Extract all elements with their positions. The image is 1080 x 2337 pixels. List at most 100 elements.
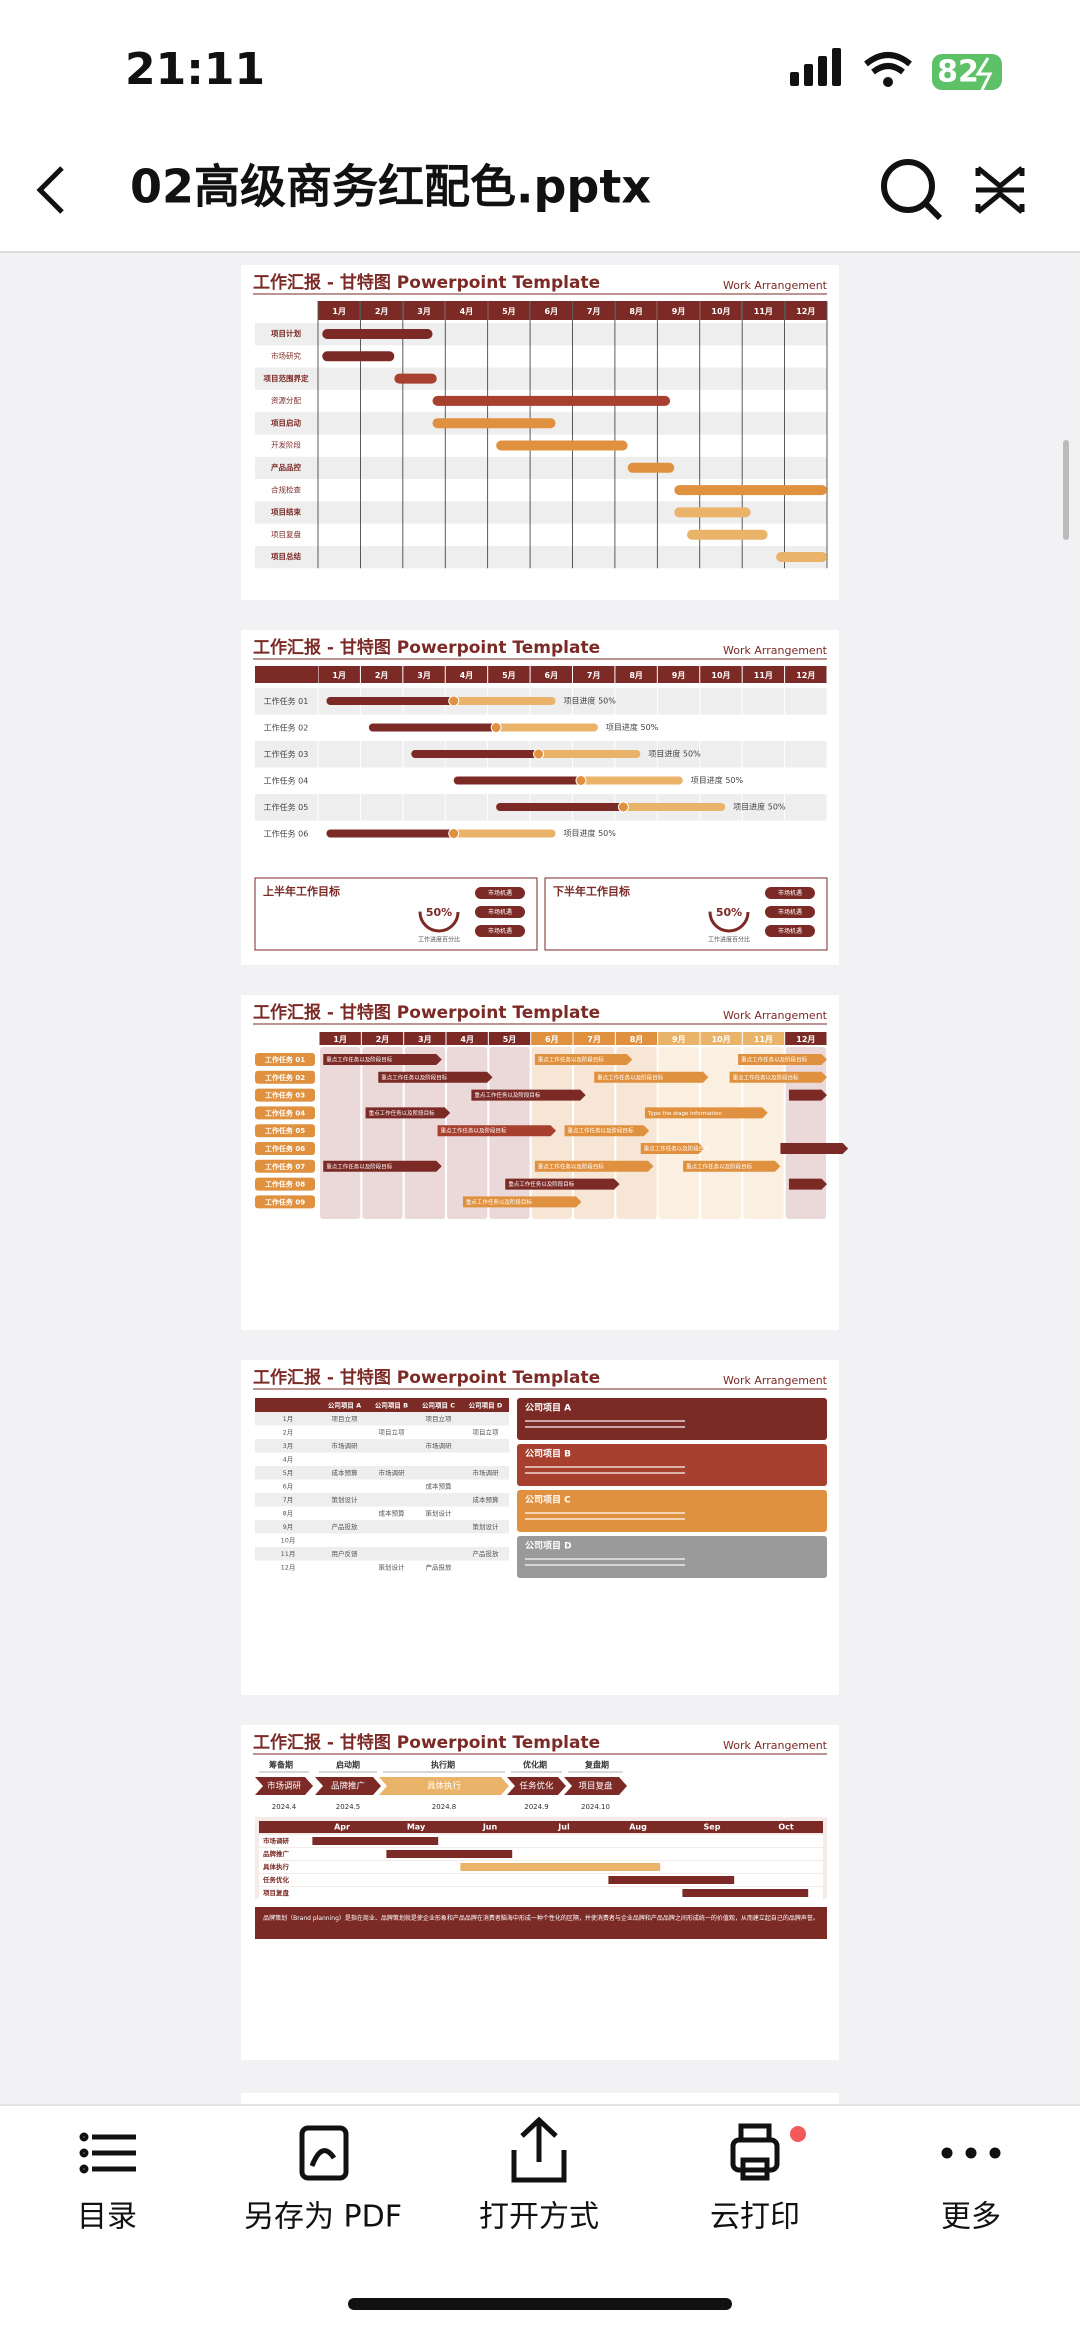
card-text-line xyxy=(525,1472,685,1474)
month-column xyxy=(362,1047,403,1219)
arrow-label: 重点工作任务以及阶段目标 xyxy=(326,1162,393,1170)
progress-done xyxy=(326,697,454,705)
slide[interactable]: 工作汇报 - 甘特图 Powerpoint Template Work Arran… xyxy=(241,1360,839,1695)
gantt-bar xyxy=(608,1876,735,1884)
table-cell: 产品投放 xyxy=(473,1549,500,1558)
month-header xyxy=(445,666,488,683)
fit-button[interactable] xyxy=(975,166,1025,214)
progress-label: 项目进度 50% xyxy=(564,828,617,838)
task-label: 工作任务 03 xyxy=(264,749,309,759)
month-label: 12月 xyxy=(796,671,815,680)
month-header xyxy=(531,1032,573,1045)
slide[interactable]: 工作汇报 - 甘特图 Powerpoint Template Work Arran… xyxy=(241,1725,839,2060)
arrow xyxy=(534,1054,633,1065)
task-label: 工作任务 05 xyxy=(264,802,309,812)
step-chevron xyxy=(315,1777,381,1795)
table-header xyxy=(255,1398,509,1412)
toolbar-button[interactable]: 打开方式 xyxy=(479,2200,599,2235)
progress-done xyxy=(368,723,497,732)
arrow-label: 重点工作任务以及阶段目标 xyxy=(741,1056,808,1064)
arrow xyxy=(788,1178,827,1190)
scrollbar[interactable] xyxy=(1063,440,1069,540)
month-label: Oct xyxy=(778,1823,794,1832)
step-label: 任务优化 xyxy=(519,1781,554,1792)
arrow xyxy=(738,1054,827,1065)
row-band xyxy=(255,1412,509,1426)
task-label: 工作任务 08 xyxy=(265,1180,305,1189)
month-label: 3月 xyxy=(283,1442,294,1450)
goal-title: 下半年工作目标 xyxy=(553,884,630,898)
slide-subtitle: Work Arrangement xyxy=(723,1009,828,1022)
month-header xyxy=(785,301,827,320)
goal-title: 上半年工作目标 xyxy=(263,884,340,898)
project-card xyxy=(517,1444,827,1486)
arrow xyxy=(378,1071,493,1083)
progress-label: 项目进度 50% xyxy=(564,696,617,706)
gantt-bar xyxy=(432,418,556,429)
task-label: 工作任务 09 xyxy=(265,1197,305,1206)
slide-subtitle: Work Arrangement xyxy=(723,1739,828,1752)
wifi-icon xyxy=(864,52,912,75)
table-cell: 产品投放 xyxy=(332,1522,359,1531)
back-button[interactable] xyxy=(36,166,64,214)
gantt-bar xyxy=(496,440,628,451)
slide[interactable]: 工作汇报 - 甘特图 Powerpoint Template Work Arran… xyxy=(241,630,839,965)
arrow xyxy=(365,1107,451,1119)
month-column xyxy=(320,1047,361,1219)
month-label: 9月 xyxy=(283,1523,294,1531)
slide[interactable]: 工作汇报 - 甘特图 Powerpoint Template Work Arran… xyxy=(241,995,849,1330)
month-header xyxy=(573,666,615,683)
month-label: 12月 xyxy=(281,1563,296,1571)
signal-icon xyxy=(790,48,841,86)
column-header: 公司项目 A xyxy=(328,1401,361,1410)
task-label: 开发阶段 xyxy=(271,440,301,450)
gantt-row xyxy=(259,1887,823,1899)
table-cell: 项目立项 xyxy=(426,1414,453,1423)
arrow xyxy=(323,1160,442,1172)
month-header xyxy=(742,666,785,683)
table-cell: 策划设计 xyxy=(426,1508,453,1517)
month-label: 3月 xyxy=(418,1035,432,1044)
search-button[interactable] xyxy=(881,159,943,221)
toolbar-button[interactable]: 云打印 xyxy=(710,2200,800,2235)
goal-button-label: 市场机遇 xyxy=(778,927,802,935)
wifi-dot xyxy=(883,77,893,87)
slide[interactable]: 工作汇报 - 甘特图 Powerpoint Template Work Arran… xyxy=(241,265,839,600)
slide-title: 工作汇报 - 甘特图 Powerpoint Template xyxy=(253,272,600,293)
progress-marker xyxy=(490,722,502,733)
notification-dot xyxy=(790,2126,806,2142)
toolbar-button[interactable]: 更多 xyxy=(941,2200,1001,2235)
table-cell: 项目立项 xyxy=(473,1427,500,1436)
month-label: 6月 xyxy=(545,671,559,680)
slide-title: 工作汇报 - 甘特图 Powerpoint Template xyxy=(253,637,600,658)
month-label: 4月 xyxy=(283,1455,294,1463)
gantt-bar xyxy=(776,552,827,562)
month-label: 8月 xyxy=(630,1035,644,1044)
month-label: 1月 xyxy=(283,1415,294,1423)
task-label: 项目总结 xyxy=(271,551,301,561)
goal-button xyxy=(475,925,525,937)
month-label: 2月 xyxy=(376,1035,390,1044)
month-label: 3月 xyxy=(417,307,431,316)
table-cell: 市场调研 xyxy=(473,1468,500,1477)
arrow xyxy=(780,1143,849,1154)
goal-button-label: 市场机遇 xyxy=(488,927,512,935)
progress-marker xyxy=(533,748,545,760)
gantt-bar xyxy=(687,529,768,540)
arrow xyxy=(437,1125,557,1137)
month-label: 4月 xyxy=(460,307,474,316)
task-label: 工作任务 07 xyxy=(265,1162,305,1171)
row-band xyxy=(255,323,827,346)
task-label: 项目计划 xyxy=(271,328,301,338)
slide-title: 工作汇报 - 甘特图 Powerpoint Template xyxy=(253,1732,600,1753)
task-label: 工作任务 06 xyxy=(265,1144,305,1153)
toolbar-button[interactable]: 另存为 PDF xyxy=(244,2200,402,2235)
gantt-bar xyxy=(386,1850,513,1858)
goal-button xyxy=(475,887,525,899)
month-header xyxy=(403,666,445,683)
arrow xyxy=(594,1071,709,1083)
footer-box xyxy=(255,1907,827,1939)
slide-title: 工作汇报 - 甘特图 Powerpoint Template xyxy=(253,1002,600,1023)
gantt-bar xyxy=(460,1863,661,1871)
toolbar-button[interactable]: 目录 xyxy=(77,2200,137,2235)
